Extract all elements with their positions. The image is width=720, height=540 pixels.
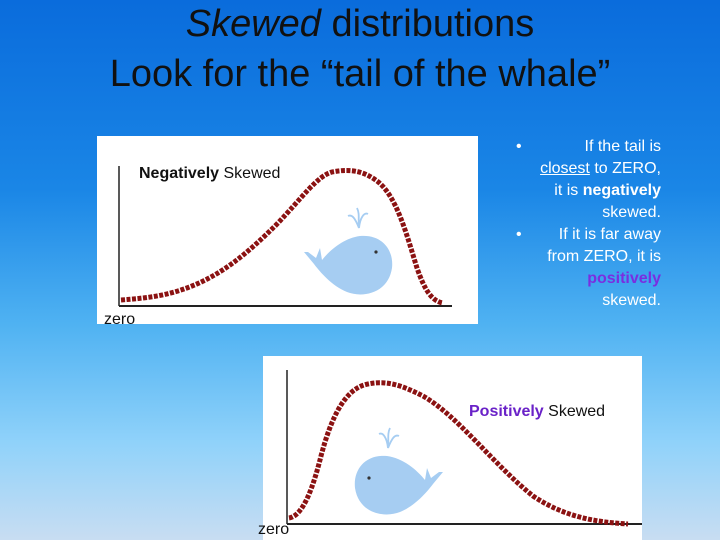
- bullet-item-2: • If it is far away from ZERO, it is pos…: [516, 224, 661, 312]
- bullet-1-text-c: skewed.: [602, 204, 661, 221]
- title-line-1: Skewed distributions: [0, 2, 720, 46]
- negative-keyword: Negatively: [139, 165, 220, 182]
- positive-skew-label: Positively Skewed: [469, 403, 605, 421]
- bullet-dot: •: [516, 138, 522, 155]
- bullet-2-text-a: If it is far away from ZERO, it is: [547, 226, 661, 265]
- negative-skew-plot: [118, 166, 452, 307]
- whale-icon: [304, 207, 393, 295]
- bullet-item-1: • If the tail is closest to ZERO, it is …: [516, 136, 661, 224]
- bullet-1-underlined: closest: [540, 160, 590, 177]
- bullet-list: • If the tail is closest to ZERO, it is …: [516, 136, 661, 312]
- distribution-curve: [120, 167, 444, 306]
- bullet-1-text-a: If the tail is: [584, 138, 661, 155]
- bullet-2-text-c: skewed.: [602, 292, 661, 309]
- positive-keyword: Positively: [469, 403, 544, 420]
- title-line-2: Look for the “tail of the whale”: [109, 53, 611, 95]
- title-emphasis: Skewed: [185, 3, 321, 45]
- distribution-curve: [288, 380, 629, 527]
- negative-skew-chart: Negatively Skewed: [97, 136, 478, 324]
- whale-icon: [354, 427, 443, 515]
- bullet-1-text-b: to ZERO, it is: [554, 160, 661, 199]
- positive-skew-plot: [286, 370, 642, 527]
- bullet-1-bold: negatively: [582, 182, 661, 199]
- positive-label-rest: Skewed: [543, 403, 606, 420]
- bullet-2-bold: positively: [587, 270, 661, 287]
- positive-zero-label: zero: [258, 521, 290, 538]
- negative-skew-label: Negatively Skewed: [139, 165, 280, 183]
- positive-skew-chart: Positively Skewed: [263, 356, 642, 540]
- negative-zero-label: zero: [104, 311, 136, 328]
- title-rest: distributions: [320, 3, 535, 45]
- negative-label-rest: Skewed: [219, 165, 281, 182]
- bullet-dot: •: [516, 226, 522, 243]
